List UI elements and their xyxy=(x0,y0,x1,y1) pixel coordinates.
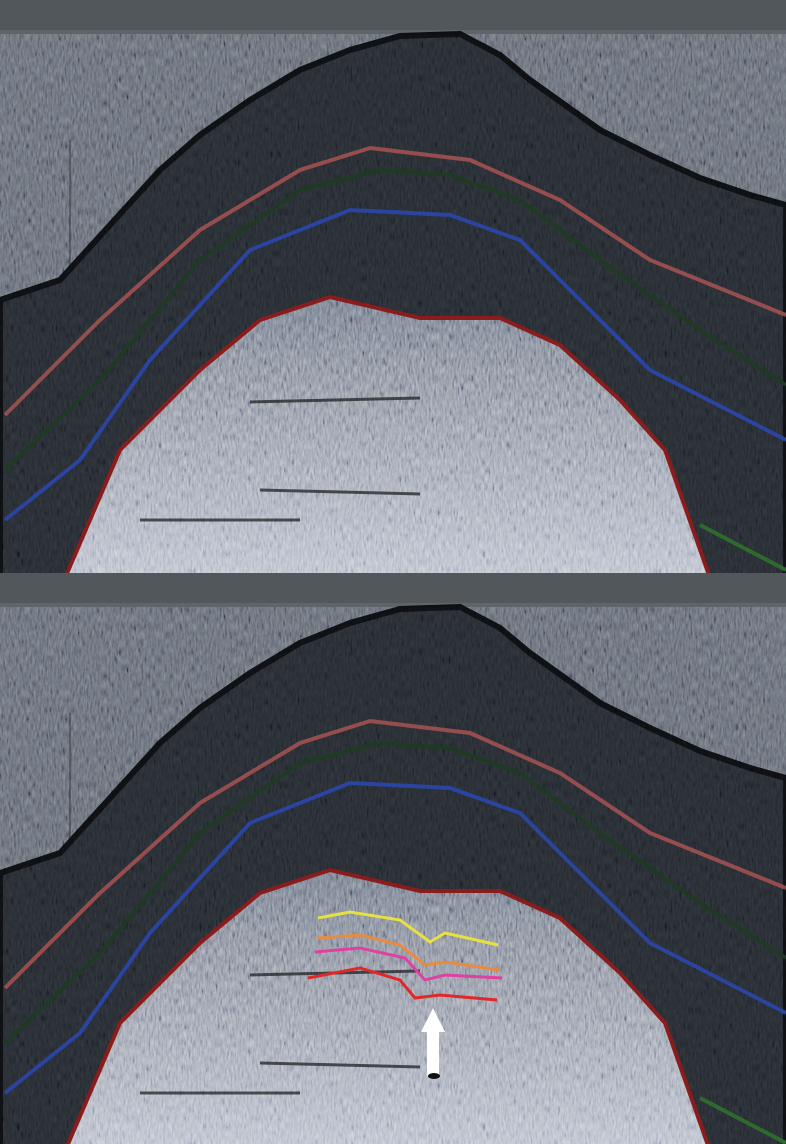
seismic-figure xyxy=(0,0,786,1144)
top-panel xyxy=(0,0,786,578)
bottom-panel xyxy=(0,573,786,1144)
page xyxy=(0,0,786,1144)
